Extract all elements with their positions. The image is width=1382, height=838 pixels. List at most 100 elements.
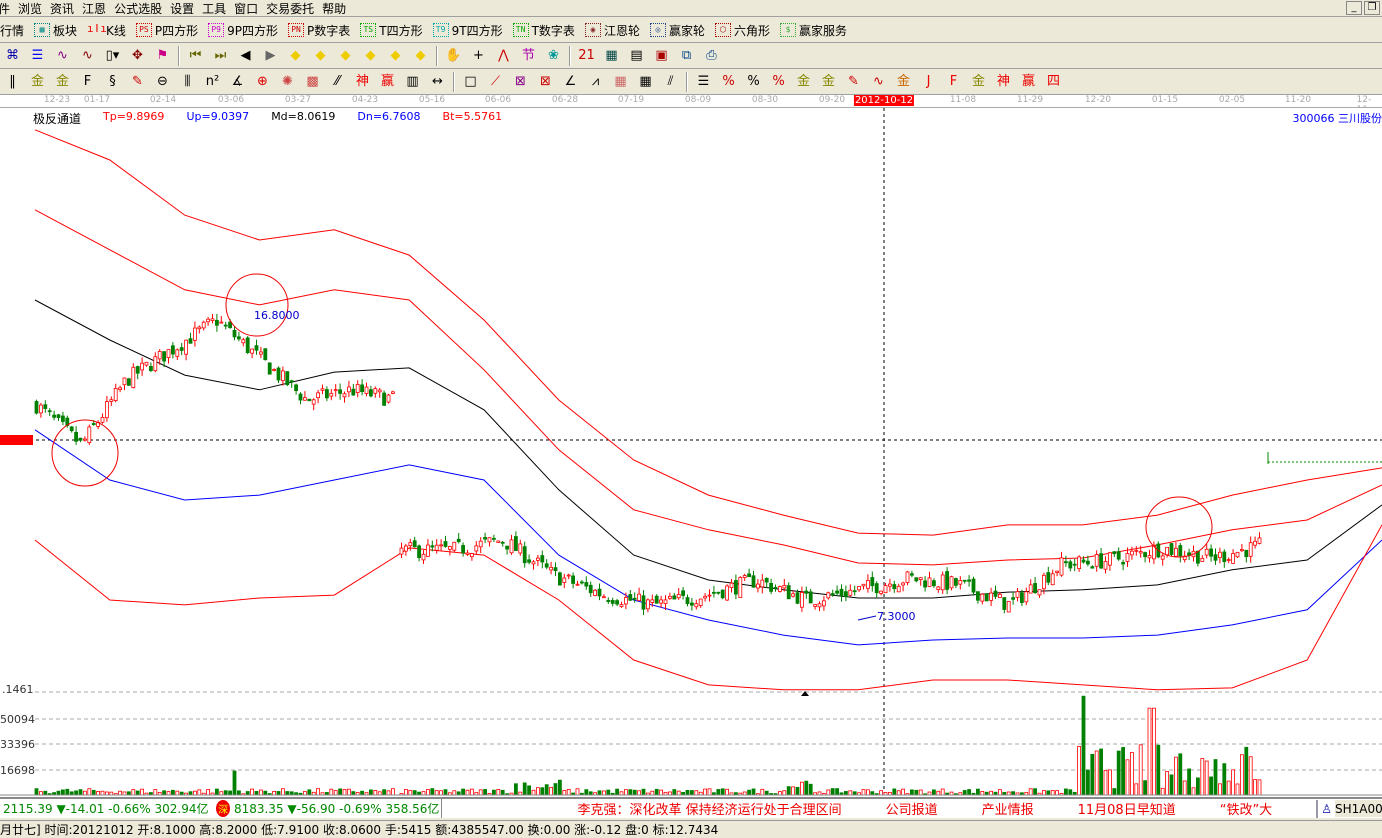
save-icon[interactable]: ▣ <box>651 46 673 66</box>
menu-item[interactable]: 资讯 <box>50 0 82 17</box>
angle-lines-icon[interactable]: ∠ <box>560 72 582 92</box>
menu-item[interactable]: 设置 <box>170 0 202 17</box>
gold-levels-icon[interactable]: 金 <box>818 72 840 92</box>
news-item[interactable]: 11月08日早知道 <box>1078 799 1176 818</box>
spiral-icon[interactable]: § <box>102 72 124 92</box>
first-icon[interactable]: ⏮ <box>185 46 207 66</box>
next-icon[interactable]: ▶ <box>260 46 282 66</box>
gann-box-icon[interactable]: ⊠ <box>510 72 532 92</box>
gann-square-icon[interactable]: ⊠ <box>535 72 557 92</box>
move-left-icon[interactable]: ◆ <box>285 46 307 66</box>
percent-line-icon[interactable]: % <box>718 72 740 92</box>
toolbar-button[interactable]: 行情 <box>0 22 24 39</box>
toolbar-button[interactable]: $赢家服务 <box>780 22 847 39</box>
shrink-icon[interactable]: ◆ <box>410 46 432 66</box>
prev-icon[interactable]: ◀ <box>235 46 257 66</box>
pen-icon[interactable]: ✎ <box>127 72 149 92</box>
flag-icon[interactable]: ⚑ <box>152 46 174 66</box>
index-selector[interactable]: SH1A0001,上证指数 <box>1335 800 1382 817</box>
toolbar-button[interactable]: ▦板块 <box>34 22 77 39</box>
chart-style-icon[interactable]: ✥ <box>127 46 149 66</box>
gold-line-icon[interactable]: 金 <box>893 72 915 92</box>
gold-fan-icon[interactable]: 金 <box>968 72 990 92</box>
crosshair-icon[interactable]: + <box>468 46 490 66</box>
calendar-icon[interactable]: 21 <box>576 46 598 66</box>
menu-item[interactable]: 浏览 <box>18 0 50 17</box>
last-icon[interactable]: ⏭ <box>210 46 232 66</box>
menu-item[interactable]: 江恩 <box>82 0 114 17</box>
network-icon[interactable]: ⧉ <box>676 46 698 66</box>
grid-2-icon[interactable]: ▦ <box>635 72 657 92</box>
calculator-icon[interactable]: ▦ <box>601 46 623 66</box>
zoom-in-icon[interactable]: ◆ <box>335 46 357 66</box>
zoom-out-icon[interactable]: ◆ <box>360 46 382 66</box>
percent-icon[interactable]: % <box>743 72 765 92</box>
gold-circle-icon[interactable]: 金 <box>793 72 815 92</box>
wave9-icon[interactable]: ∿ <box>77 46 99 66</box>
expand-icon[interactable]: ◆ <box>385 46 407 66</box>
candle-type-icon[interactable]: ▯▾ <box>102 46 124 66</box>
circle-ruler-icon[interactable]: ⊖ <box>152 72 174 92</box>
fib-icon[interactable]: F <box>77 72 99 92</box>
angle-icon[interactable]: ∡ <box>227 72 249 92</box>
fan-icon[interactable]: ⟋ <box>485 72 507 92</box>
restore-button[interactable]: ❐ <box>1364 1 1380 15</box>
j-fan-icon[interactable]: J <box>918 72 940 92</box>
shen-fan-icon[interactable]: 神 <box>993 72 1015 92</box>
cycle-lines-icon[interactable]: ⫼ <box>177 72 199 92</box>
menu-item[interactable]: 帮助 <box>322 0 354 17</box>
sine-icon[interactable]: ∿ <box>868 72 890 92</box>
toolbar-button[interactable]: ◉江恩轮 <box>585 22 640 39</box>
n-square-icon[interactable]: n² <box>202 72 224 92</box>
news-item[interactable]: 李克强：深化改革 保持经济运行处于合理区间 <box>577 799 841 818</box>
si-fan-icon[interactable]: 四 <box>1043 72 1065 92</box>
news-item[interactable]: “铁改”大 <box>1220 799 1272 818</box>
pattern-icon[interactable]: ❀ <box>543 46 565 66</box>
gold-1-icon[interactable]: 金 <box>27 72 49 92</box>
grid-icon[interactable]: ▦ <box>610 72 632 92</box>
polyline-icon[interactable]: ⋀ <box>493 46 515 66</box>
menu-item[interactable]: 件 <box>0 0 18 17</box>
gold-2-icon[interactable]: 金 <box>52 72 74 92</box>
toolbar-button[interactable]: ⬡六角形 <box>715 22 770 39</box>
target-icon[interactable]: ⊕ <box>252 72 274 92</box>
move-right-icon[interactable]: ◆ <box>310 46 332 66</box>
report-icon[interactable]: ▤ <box>626 46 648 66</box>
wave3-icon[interactable]: ∿ <box>52 46 74 66</box>
menu-item[interactable]: 公式选股 <box>114 0 170 17</box>
marker-icon[interactable]: ✎ <box>843 72 865 92</box>
measure-icon[interactable]: ↔ <box>427 72 449 92</box>
menu-item[interactable]: 窗口 <box>234 0 266 17</box>
slash-icon[interactable]: ⁄⁄ <box>327 72 349 92</box>
channel-icon[interactable]: ⫽ <box>660 72 682 92</box>
ruler-123-icon[interactable]: ▥ <box>402 72 424 92</box>
scroll-spinner[interactable] <box>1316 800 1318 818</box>
map-icon[interactable]: ⌘ <box>2 46 24 66</box>
notepad-icon[interactable]: ☰ <box>27 46 49 66</box>
zigzag-icon[interactable]: ⩘ <box>585 72 607 92</box>
menu-item[interactable]: 交易委托 <box>266 0 322 17</box>
news-item[interactable]: 公司报道 <box>886 799 938 818</box>
square-web-icon[interactable]: ▩ <box>302 72 324 92</box>
hand-icon[interactable]: ✋ <box>443 46 465 66</box>
menu-item[interactable]: 工具 <box>202 0 234 17</box>
f-fan-icon[interactable]: F <box>943 72 965 92</box>
parallel-icon[interactable]: ‖ <box>2 72 24 92</box>
toolbar-button[interactable]: ◎赢家轮 <box>650 22 705 39</box>
percent-levels-icon[interactable]: % <box>768 72 790 92</box>
tiangan-icon[interactable]: 节 <box>518 46 540 66</box>
web-icon[interactable]: ✺ <box>277 72 299 92</box>
minimize-button[interactable]: _ <box>1346 1 1362 15</box>
levels-icon[interactable]: ☰ <box>693 72 715 92</box>
printer-icon[interactable]: ⎙ <box>701 46 723 66</box>
